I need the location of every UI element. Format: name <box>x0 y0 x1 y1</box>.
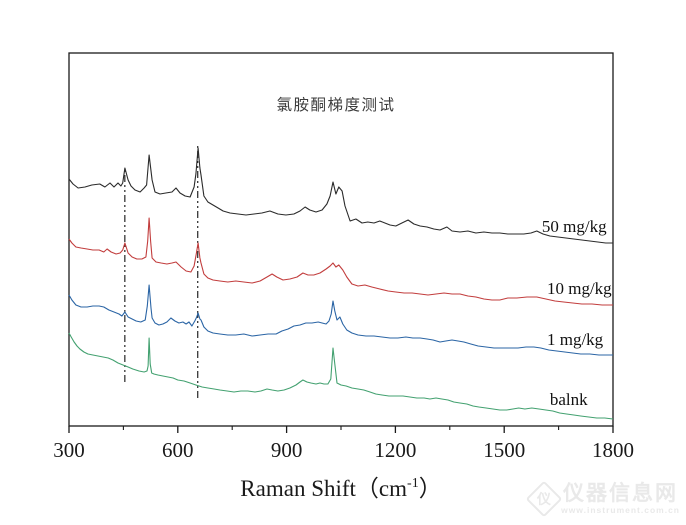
x-axis-tick-label: 900 <box>271 438 303 462</box>
trace-balnk <box>68 332 614 420</box>
series-label-50-mg-kg: 50 mg/kg <box>542 217 607 236</box>
x-axis-label: Raman Shift（cm-1） <box>240 476 441 501</box>
trace-10-mg-kg <box>68 217 613 306</box>
watermark-site-name: 仪器信息网 <box>563 482 679 506</box>
x-axis-tick-label: 600 <box>162 438 194 462</box>
trace-50-mg-kg <box>68 147 613 244</box>
x-axis-tick-label: 1200 <box>374 438 416 462</box>
x-axis-tick-label: 1800 <box>592 438 634 462</box>
watermark: 仪 仪器信息网 www.instrument.com.cn <box>525 480 680 518</box>
series-label-1-mg-kg: 1 mg/kg <box>547 330 604 349</box>
x-axis-tick-label: 300 <box>53 438 85 462</box>
series-label-balnk: balnk <box>550 390 588 409</box>
series-label-10-mg-kg: 10 mg/kg <box>547 279 612 298</box>
trace-1-mg-kg <box>68 284 613 356</box>
watermark-text: 仪器信息网 www.instrument.com.cn <box>561 483 680 514</box>
watermark-site-url: www.instrument.com.cn <box>561 504 680 515</box>
watermark-logo-icon: 仪 <box>525 480 563 518</box>
chart-title: 氯胺酮梯度测试 <box>276 96 395 114</box>
x-axis-tick-label: 1500 <box>483 438 525 462</box>
watermark-logo-glyph: 仪 <box>537 490 552 507</box>
